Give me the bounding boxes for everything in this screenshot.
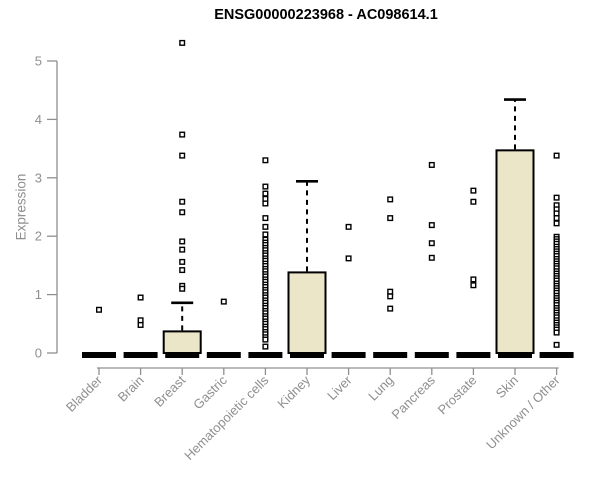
outlier-point (470, 198, 477, 205)
outlier-point (179, 152, 186, 159)
median-bar (290, 352, 324, 358)
outlier-point (387, 305, 394, 312)
outlier-point (428, 240, 435, 247)
outlier-point (137, 321, 144, 328)
x-tick-label: Kidney (274, 372, 313, 411)
x-tick-label: Bladder (63, 372, 106, 415)
outlier-point (387, 293, 394, 300)
median-bar (456, 352, 491, 358)
outlier-point (179, 198, 186, 205)
x-tick-label: Brain (115, 373, 147, 405)
outlier-point (262, 190, 269, 197)
outlier-point (470, 187, 477, 194)
outlier-point (262, 215, 269, 222)
outlier-point (95, 306, 102, 313)
x-tick-label: Liver (324, 372, 355, 403)
outlier-point (262, 343, 269, 350)
median-bar (498, 352, 532, 358)
outlier-point (428, 222, 435, 229)
outlier-point (387, 288, 394, 295)
outlier-point (262, 195, 269, 202)
outlier-point (428, 254, 435, 261)
outlier-point (179, 258, 186, 265)
y-tick-label: 0 (35, 346, 42, 361)
outlier-point (553, 341, 560, 348)
outlier-point (553, 210, 560, 217)
x-tick-label: Lung (365, 373, 396, 404)
x-tick-label: Gastric (190, 372, 230, 412)
outlier-point (179, 285, 186, 292)
median-bar (206, 352, 241, 358)
y-tick-label: 3 (35, 170, 42, 185)
box (287, 271, 327, 354)
outlier-point (345, 255, 352, 262)
outlier-point (179, 39, 186, 46)
y-tick-label: 4 (35, 112, 42, 127)
outlier-point (262, 157, 269, 164)
y-tick-label: 1 (35, 287, 42, 302)
outlier-point (553, 215, 560, 222)
median-bar (539, 352, 574, 358)
outlier-point (553, 194, 560, 201)
y-tick-label: 5 (35, 54, 42, 69)
y-tick-label: 2 (35, 229, 42, 244)
median-bar (123, 352, 158, 358)
outlier-point (262, 336, 269, 343)
outlier-point (220, 298, 227, 305)
median-bar (331, 352, 366, 358)
outlier-point (179, 209, 186, 216)
outlier-point (553, 329, 560, 336)
outlier-point (470, 276, 477, 283)
outlier-point (387, 196, 394, 203)
median-bar (82, 352, 116, 358)
outlier-point (179, 246, 186, 253)
outlier-point (179, 238, 186, 245)
outlier-point (137, 294, 144, 301)
x-tick-label: Prostate (435, 373, 480, 418)
outlier-point (470, 282, 477, 289)
median-bar (373, 352, 408, 358)
outlier-point (262, 200, 269, 207)
outlier-point (179, 267, 186, 274)
median-bar (248, 352, 283, 358)
x-tick-label: Breast (151, 372, 188, 409)
outlier-point (428, 161, 435, 168)
outlier-point (137, 317, 144, 324)
outlier-point (262, 183, 269, 190)
x-tick-label: Skin (493, 373, 521, 401)
outlier-point (345, 223, 352, 230)
box (162, 330, 202, 354)
chart-title: ENSG00000223968 - AC098614.1 (214, 7, 438, 23)
x-tick-label: Pancreas (388, 372, 438, 422)
outlier-point (179, 131, 186, 138)
outlier-point (262, 231, 269, 238)
outlier-point (262, 223, 269, 230)
outlier-point (553, 220, 560, 227)
median-bar (414, 352, 449, 358)
box (495, 149, 535, 354)
outlier-point (553, 152, 560, 159)
outlier-point (387, 215, 394, 222)
x-tick-label: Unknown / Other (483, 372, 563, 452)
median-bar (165, 352, 200, 358)
